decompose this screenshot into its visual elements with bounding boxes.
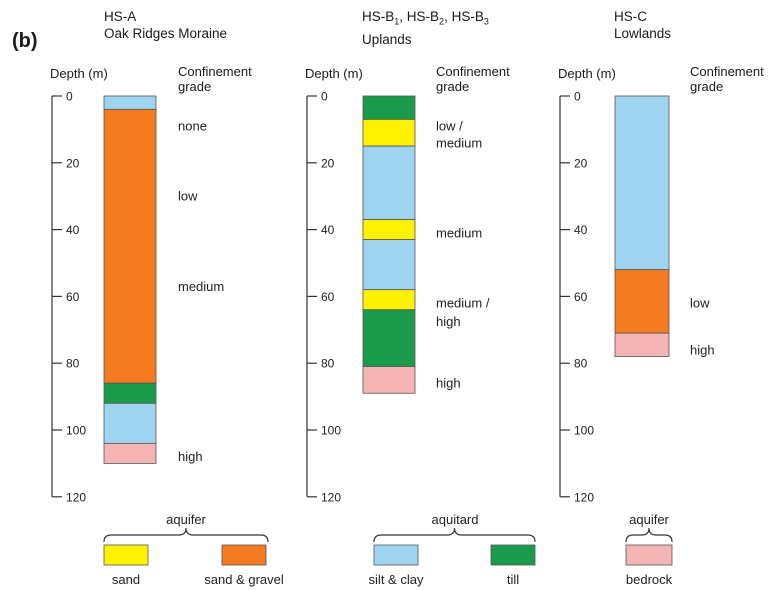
hs-c-confinement-header: Confinement grade [690,64,764,94]
confinement-header-line1: Confinement [178,64,252,79]
hs-a-tick-label: 40 [66,223,80,237]
hs-c-grade-label: low [690,296,710,311]
hs-b-grade-label: high [436,376,461,391]
legend-label: till [507,572,519,587]
legend-label: sand & gravel [204,572,284,587]
hs-c-title-line1: HS-C [614,9,647,24]
hs-c-tick-label: 0 [574,90,581,104]
hs-a-layer-sand-gravel [103,108,157,384]
hs-b-tick-label: 120 [321,490,341,504]
hs-b-tick-label: 40 [321,223,335,237]
legend-swatch-till [490,544,536,566]
legend-label: bedrock [626,572,673,587]
hs-a-grade-label: high [178,449,203,464]
legend-label: silt & clay [369,572,424,587]
hs-c-depth-header: Depth (m) [558,66,616,81]
hs-a-tick-label: 60 [66,290,80,304]
hs-a-layer-bedrock [103,442,157,464]
confinement-header-line2: grade [436,79,470,94]
hs-c-tick-label: 100 [574,424,594,438]
hs-a-tick-label: 100 [66,424,86,438]
hs-a-layer-till [103,382,157,404]
hs-a-title-line1: HS-A [104,9,137,24]
hs-c-layer-bedrock [614,332,670,357]
hs-b-layer-silt-clay [362,239,416,291]
hs-b-tick-label: 20 [321,156,335,170]
confinement-header-line2: grade [690,79,724,94]
hs-b-layer-sand [362,289,416,311]
confinement-header-line1: Confinement [436,64,510,79]
hs-c-tick-label: 80 [574,357,588,371]
hs-b-tick-label: 60 [321,290,335,304]
hs-a-confinement-header: Confinement grade [178,64,252,94]
hs-a-title: HS-A Oak Ridges Moraine [104,8,227,42]
hs-b-depth-header: Depth (m) [305,66,363,81]
hs-c-grade-label: high [690,342,715,357]
aquifer-brace-right [625,527,673,543]
confinement-header-line1: Confinement [690,64,764,79]
hs-a-title-line2: Oak Ridges Moraine [104,26,228,41]
hs-c-tick-label: 20 [574,156,588,170]
hs-a-tick-label: 80 [66,357,80,371]
hs-b-grade-label: medium [436,135,482,150]
hs-a-grade-label: medium [178,279,224,294]
legend-group-aquifer: aquifer [166,512,206,527]
legend-swatch-silt-clay [373,544,419,566]
hs-c-tick-label: 120 [574,490,594,504]
legend-group-aquifer: aquifer [629,512,669,527]
hs-b-tick-label: 80 [321,357,335,371]
panel-label: (b) [12,30,38,52]
hs-c-tick-label: 40 [574,223,588,237]
hs-b-grade-label: medium / [436,296,490,311]
hs-a-depth-header: Depth (m) [50,66,108,81]
hs-c-title: HS-C Lowlands [614,8,671,42]
hs-b-layer-sand [362,219,416,241]
hs-b-layer-silt-clay [362,145,416,220]
aquifer-brace-left [103,527,269,543]
hs-b-layer-till [362,309,416,367]
legend-swatch-bedrock [625,544,673,566]
hs-c-layer-sand-gravel [614,269,670,334]
hs-a-tick-label: 20 [66,156,80,170]
hs-a-tick-label: 0 [66,90,73,104]
hs-c-layer-silt-clay [614,95,670,271]
hs-b-tick-label: 100 [321,424,341,438]
legend-swatch-sand [103,544,149,566]
hs-b-tick-label: 0 [321,90,328,104]
hs-b-grade-label: medium [436,225,482,240]
hs-c-title-line2: Lowlands [614,26,672,41]
hs-a-tick-label: 120 [66,490,86,504]
hs-a-layer-silt-clay [103,95,157,110]
hs-b-layer-bedrock [362,366,416,394]
aquitard-brace [373,527,536,543]
hs-b-grade-label: high [436,314,461,329]
legend-label: sand [112,572,140,587]
hs-b-layer-sand [362,118,416,147]
hs-b-confinement-header: Confinement grade [436,64,510,94]
confinement-header-line2: grade [178,79,212,94]
hs-b-grade-label: low / [436,119,463,134]
hs-b-title: HS-B1, HS-B2, HS-B3 Uplands [362,8,489,48]
hs-b-layer-till [362,95,416,120]
hs-b-title-line2: Uplands [362,31,412,47]
legend-swatch-sand-gravel [221,544,267,566]
legend-group-aquitard: aquitard [432,512,479,527]
hs-a-grade-label: none [178,119,207,134]
hs-c-tick-label: 60 [574,290,588,304]
hs-a-grade-label: low [178,189,198,204]
hs-a-layer-silt-clay [103,402,157,444]
hs-b-title-line1: HS-B1, HS-B2, HS-B3 [362,9,489,27]
